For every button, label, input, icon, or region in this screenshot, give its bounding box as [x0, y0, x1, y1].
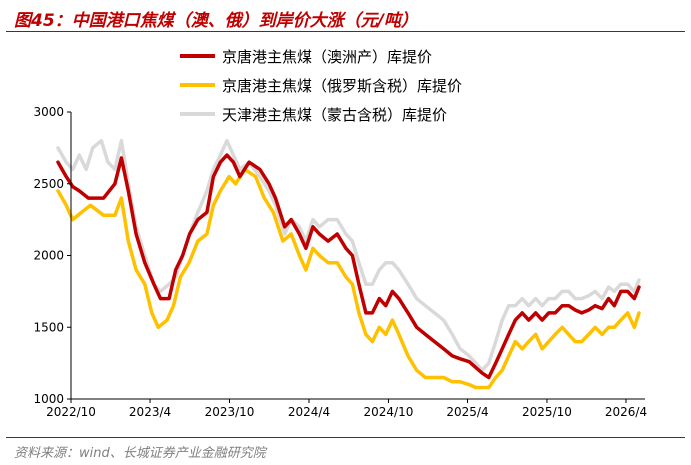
title-rule	[6, 31, 685, 32]
series-line-0	[56, 153, 641, 380]
x-tick-label: 2024/4	[288, 405, 330, 419]
series-line-1	[56, 167, 641, 390]
x-tick-label: 2022/10	[46, 405, 96, 419]
legend-label-2: 天津港主焦煤（蒙古含税）库提价	[222, 106, 447, 124]
x-tick-label: 2023/4	[129, 405, 171, 419]
x-tick-label: 2025/4	[446, 405, 488, 419]
y-tick-label: 1000	[33, 392, 64, 406]
line-chart: 1000 1500 2000 2500 3000 2022/10 2023/4 2023/10…	[33, 48, 647, 419]
figure-title: 图45：中国港口焦煤（澳、俄）到岸价大涨（元/吨）	[14, 11, 418, 31]
legend-label-1: 京唐港主焦煤（俄罗斯含税）库提价	[222, 77, 462, 95]
plot-lines	[56, 138, 641, 390]
source-note: 资料来源：wind、长城证券产业金融研究院	[14, 446, 266, 461]
x-tick-label: 2025/10	[522, 405, 572, 419]
legend: 京唐港主焦煤（澳洲产）库提价京唐港主焦煤（俄罗斯含税）库提价天津港主焦煤（蒙古含…	[180, 48, 462, 124]
x-tick-label: 2024/10	[364, 405, 414, 419]
axes: 1000 1500 2000 2500 3000 2022/10 2023/4 2023/10…	[33, 105, 647, 419]
legend-label-0: 京唐港主焦煤（澳洲产）库提价	[222, 48, 432, 66]
y-tick-label: 3000	[33, 105, 64, 119]
source-rule	[6, 437, 685, 438]
y-tick-label: 1500	[33, 320, 64, 334]
x-tick-label: 2023/10	[205, 405, 255, 419]
x-tick-label: 2026/4	[605, 405, 647, 419]
y-tick-label: 2500	[33, 177, 64, 191]
y-tick-label: 2000	[33, 249, 64, 263]
